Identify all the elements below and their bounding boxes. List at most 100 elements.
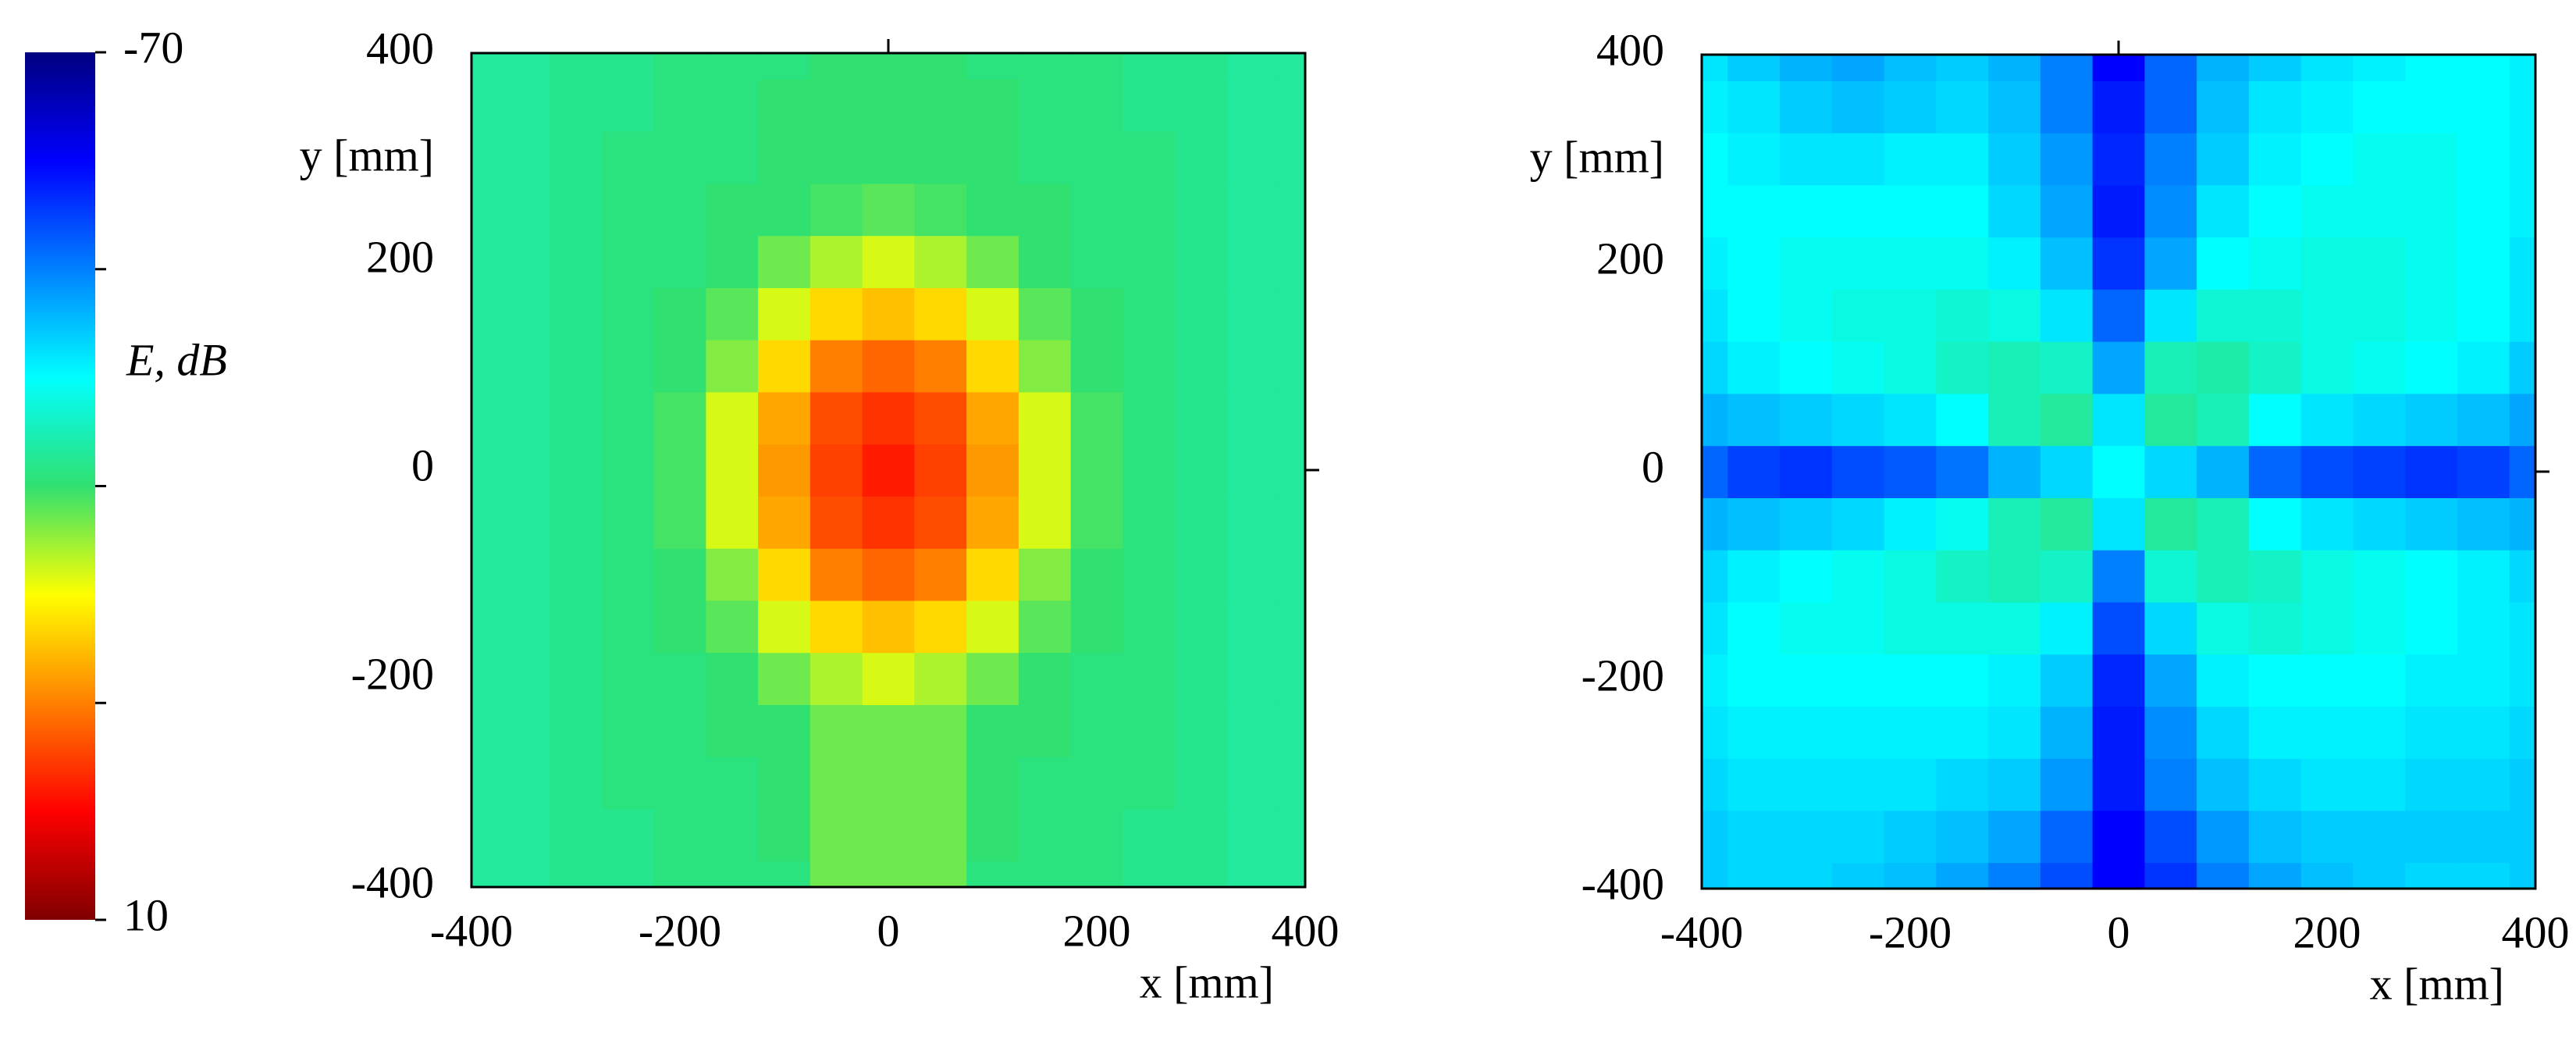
heatmap-cell (862, 808, 915, 862)
heatmap-cell (1175, 131, 1228, 184)
heatmap-cell (2457, 758, 2510, 811)
heatmap-cell (758, 548, 811, 601)
heatmap-cell (1702, 393, 1728, 447)
heatmap-cell (2353, 80, 2406, 134)
heatmap-cell (2248, 445, 2302, 498)
heatmap-cell (1175, 600, 1228, 654)
heatmap-cell (1123, 757, 1176, 810)
heatmap-cell (809, 183, 863, 237)
heatmap-cell (2509, 80, 2535, 134)
heatmap-cell (914, 860, 967, 887)
heatmap-cell (601, 131, 655, 184)
heatmap-cell (2092, 706, 2145, 759)
heatmap-cell (706, 53, 759, 80)
heatmap-cell (758, 860, 811, 887)
heatmap-cell (2509, 237, 2535, 290)
heatmap-cell (1780, 550, 1833, 603)
heatmap-cell (809, 79, 863, 132)
heatmap-cell (2353, 706, 2406, 759)
heatmap-cell (2353, 184, 2406, 238)
heatmap-cell (550, 548, 603, 601)
heatmap-cell (966, 757, 1019, 810)
heatmap-cell (1936, 393, 1989, 447)
heatmap-cell (1279, 391, 1305, 445)
heatmap-cell (601, 704, 655, 757)
heatmap-cell (1936, 341, 1989, 394)
heatmap-cell (1226, 340, 1280, 393)
heatmap-cell (2353, 654, 2406, 707)
heatmap-cell (862, 391, 915, 445)
heatmap-cell (2144, 654, 2197, 707)
heatmap-cell (2353, 862, 2406, 889)
heatmap-cell (1123, 496, 1176, 549)
x-tick-label: 0 (877, 905, 900, 956)
heatmap-cell (471, 235, 498, 288)
heatmap-cell (966, 79, 1019, 132)
heatmap-cell (1831, 862, 1885, 889)
heatmap-cell (471, 548, 498, 601)
heatmap-cell (1226, 860, 1280, 887)
heatmap-cell (706, 652, 759, 705)
heatmap-cell (2092, 862, 2145, 889)
heatmap-cell (1884, 601, 1937, 655)
heatmap-cell (2300, 601, 2354, 655)
heatmap-cell (1727, 758, 1781, 811)
heatmap-cell (1226, 391, 1280, 445)
heatmap-cell (1988, 237, 2041, 290)
heatmap-cell (966, 340, 1019, 393)
heatmap-cell (2457, 862, 2510, 889)
heatmap-cell (497, 808, 550, 862)
heatmap-cell (1936, 550, 1989, 603)
heatmap-cell (1702, 862, 1728, 889)
heatmap-cell (862, 183, 915, 237)
heatmap-cell (1175, 548, 1228, 601)
heatmap-cell (706, 808, 759, 862)
heatmap-cell (471, 53, 498, 80)
heatmap-cell (1936, 133, 1989, 186)
heatmap-cell (1936, 758, 1989, 811)
heatmap-cell (966, 496, 1019, 549)
heatmap-cell (2092, 393, 2145, 447)
heatmap-cell (809, 704, 863, 757)
heatmap-cell (1727, 289, 1781, 342)
heatmap-cell (2457, 289, 2510, 342)
heatmap-cell (2197, 55, 2250, 81)
heatmap-cell (2248, 55, 2302, 81)
heatmap-cell (653, 652, 706, 705)
heatmap-cell (966, 860, 1019, 887)
heatmap-cell (914, 496, 967, 549)
heatmap-cell (2300, 497, 2354, 551)
heatmap (1702, 55, 2535, 889)
heatmap-cell (653, 53, 706, 80)
heatmap-cell (1226, 287, 1280, 340)
heatmap-cell (966, 808, 1019, 862)
heatmap-cell (1226, 444, 1280, 497)
heatmap-cell (2092, 289, 2145, 342)
heatmap-cell (809, 235, 863, 288)
colorbar (25, 52, 95, 920)
heatmap-cell (1279, 235, 1305, 288)
heatmap-cell (1018, 548, 1072, 601)
heatmap-cell (2197, 497, 2250, 551)
heatmap-cell (862, 287, 915, 340)
heatmap-cell (862, 235, 915, 288)
heatmap-cell (862, 496, 915, 549)
heatmap-cell (1226, 652, 1280, 705)
heatmap-cell (2405, 289, 2458, 342)
heatmap-cell (2353, 393, 2406, 447)
heatmap-cell (1988, 445, 2041, 498)
y-tick-label: 200 (1596, 233, 1664, 283)
heatmap-cell (966, 548, 1019, 601)
heatmap-cell (1727, 237, 1781, 290)
heatmap-cell (497, 53, 550, 80)
heatmap-cell (1279, 704, 1305, 757)
heatmap-cell (1070, 808, 1123, 862)
heatmap-cell (2405, 445, 2458, 498)
heatmap-cell (1780, 862, 1833, 889)
heatmap-cell (2300, 550, 2354, 603)
heatmap-cell (2144, 810, 2197, 864)
heatmap-cell (1123, 79, 1176, 132)
y-tick-label: 200 (366, 231, 434, 282)
heatmap-cell (914, 444, 967, 497)
heatmap-cell (471, 79, 498, 132)
